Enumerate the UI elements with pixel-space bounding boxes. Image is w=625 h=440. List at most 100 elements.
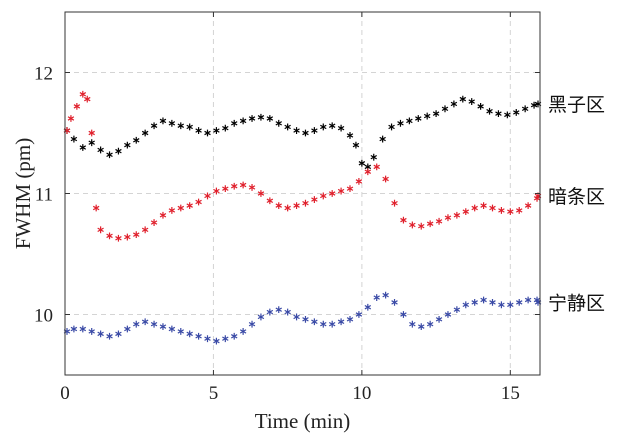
data-point — [453, 211, 461, 219]
data-point — [150, 320, 158, 328]
data-point — [213, 187, 220, 195]
data-point — [213, 337, 220, 345]
data-point — [97, 146, 104, 154]
data-point — [415, 115, 422, 122]
data-point — [248, 184, 256, 191]
data-point — [382, 175, 389, 183]
data-point — [489, 299, 496, 306]
data-point — [275, 119, 282, 127]
data-point — [379, 135, 386, 143]
data-point — [168, 119, 176, 127]
data-point — [346, 132, 354, 139]
data-point — [204, 129, 211, 137]
y-axis-label: FWHM (pm) — [11, 138, 35, 249]
data-point — [364, 168, 372, 176]
data-point — [435, 217, 443, 225]
data-point — [133, 136, 140, 144]
data-point — [373, 294, 380, 301]
data-point — [397, 119, 404, 127]
data-point — [400, 311, 407, 318]
data-point — [328, 190, 336, 197]
data-point — [320, 320, 327, 328]
data-point — [230, 182, 238, 190]
data-point — [150, 219, 158, 226]
data-point — [444, 311, 452, 318]
data-point — [432, 110, 440, 118]
data-point — [150, 122, 158, 130]
data-point — [97, 226, 104, 234]
data-point — [88, 139, 95, 147]
y-tick-label: 12 — [34, 64, 53, 85]
data-point — [284, 308, 291, 316]
data-point — [426, 320, 434, 328]
data-point — [504, 111, 511, 119]
x-tick-label: 15 — [501, 383, 520, 404]
data-point — [388, 123, 395, 131]
data-point — [293, 202, 300, 209]
data-point — [275, 306, 282, 314]
data-point — [115, 147, 122, 155]
data-point — [495, 110, 502, 118]
data-point — [498, 207, 505, 214]
data-point — [141, 226, 149, 234]
data-point — [257, 313, 265, 321]
data-point — [337, 187, 345, 195]
data-point — [409, 320, 416, 328]
x-tick-label: 10 — [352, 383, 371, 404]
data-point — [266, 197, 274, 205]
data-point — [106, 332, 113, 340]
data-point — [73, 102, 81, 110]
data-point — [444, 214, 452, 222]
data-point — [311, 318, 318, 326]
data-point — [515, 299, 523, 306]
data-point — [124, 325, 131, 333]
data-point — [480, 202, 487, 209]
data-point — [186, 330, 193, 338]
data-point — [462, 301, 470, 309]
data-points — [63, 90, 542, 345]
data-point — [486, 107, 493, 115]
data-point — [293, 127, 300, 134]
data-point — [222, 335, 229, 343]
series-group — [63, 90, 542, 242]
data-point — [106, 232, 113, 240]
data-point — [70, 325, 78, 333]
data-point — [168, 207, 176, 214]
y-tick-label: 11 — [35, 185, 53, 206]
y-tick-label: 10 — [34, 306, 53, 327]
data-point — [257, 190, 265, 197]
data-point — [530, 101, 538, 109]
series-label: 黑子区 — [548, 94, 605, 116]
data-point — [328, 122, 336, 130]
data-point — [328, 320, 336, 328]
data-point — [79, 90, 87, 98]
data-point — [230, 332, 238, 340]
data-point — [239, 117, 247, 125]
data-point — [284, 204, 291, 212]
data-point — [337, 318, 345, 326]
data-point — [507, 301, 514, 309]
data-point — [92, 204, 100, 212]
data-point — [441, 105, 449, 113]
series-group — [63, 291, 542, 345]
data-point — [426, 220, 434, 228]
data-point — [266, 115, 274, 122]
data-point — [186, 123, 193, 131]
data-point — [358, 159, 366, 167]
data-point — [88, 328, 95, 335]
data-point — [320, 192, 327, 200]
data-point — [67, 115, 75, 122]
data-point — [213, 127, 220, 134]
data-point — [391, 199, 398, 207]
data-point — [204, 192, 211, 200]
data-point — [400, 216, 407, 224]
data-point — [418, 323, 425, 330]
data-point — [320, 123, 327, 131]
data-point — [373, 163, 380, 171]
data-point — [266, 308, 274, 316]
data-point — [106, 151, 113, 159]
series-label: 暗条区 — [548, 186, 605, 208]
data-point — [498, 301, 505, 309]
data-point — [159, 211, 167, 219]
